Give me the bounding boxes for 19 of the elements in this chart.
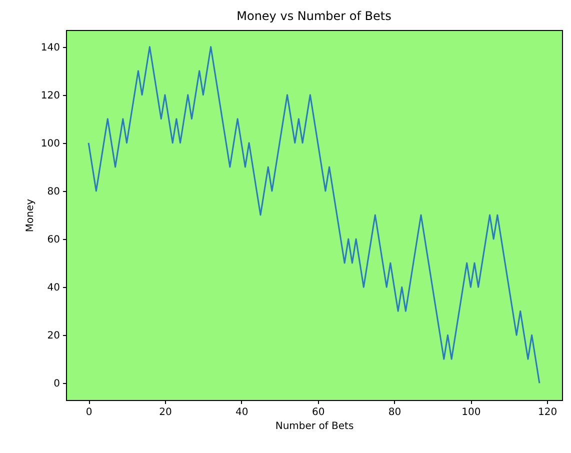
chart-title: Money vs Number of Bets (236, 9, 392, 23)
y-tick-label: 100 (40, 138, 60, 150)
x-tick-label: 40 (236, 407, 248, 418)
y-axis-title: Money (24, 198, 36, 232)
y-tick-label: 60 (47, 234, 60, 246)
y-tick-label: 120 (40, 90, 60, 102)
x-tick-label: 120 (538, 407, 558, 418)
y-tick-label: 0 (54, 378, 60, 390)
y-tick-label: 40 (47, 282, 60, 294)
line-series (88, 46, 540, 384)
y-tick-label: 20 (47, 330, 60, 342)
y-tick-label: 140 (40, 42, 60, 54)
x-tick-label: 0 (86, 407, 92, 418)
y-tick-label: 80 (47, 186, 60, 198)
x-axis-title: Number of Bets (275, 421, 354, 432)
x-tick-label: 100 (462, 407, 481, 418)
x-tick-label: 20 (159, 407, 172, 418)
x-tick-label: 80 (388, 407, 402, 418)
x-tick-label: 60 (312, 407, 325, 418)
